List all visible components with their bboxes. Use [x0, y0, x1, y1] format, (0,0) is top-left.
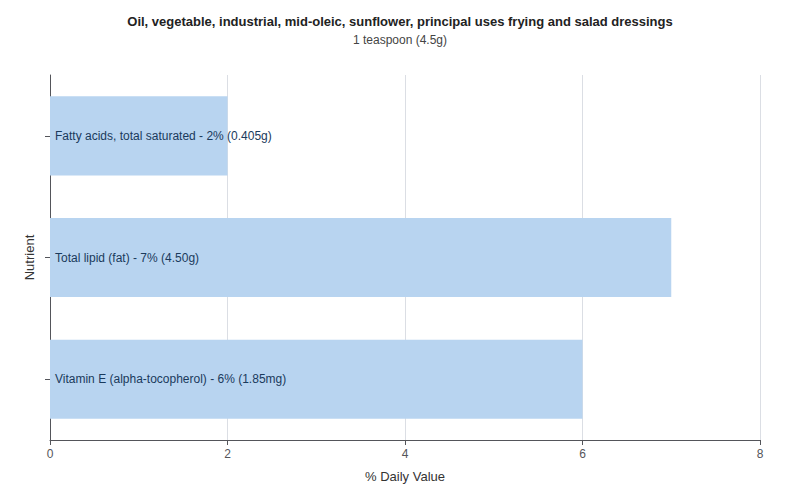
svg-text:4: 4 — [402, 447, 409, 461]
svg-text:2: 2 — [224, 447, 231, 461]
svg-text:8: 8 — [757, 447, 764, 461]
svg-text:Nutrient: Nutrient — [22, 234, 37, 280]
svg-text:1 teaspoon (4.5g): 1 teaspoon (4.5g) — [353, 33, 447, 47]
svg-text:0: 0 — [47, 447, 54, 461]
svg-text:6: 6 — [579, 447, 586, 461]
svg-text:Oil, vegetable, industrial, mi: Oil, vegetable, industrial, mid-oleic, s… — [127, 14, 672, 29]
svg-text:Fatty acids, total saturated -: Fatty acids, total saturated - 2% (0.405… — [55, 129, 272, 143]
svg-text:Vitamin E (alpha-tocopherol) -: Vitamin E (alpha-tocopherol) - 6% (1.85m… — [55, 372, 286, 386]
svg-text:% Daily Value: % Daily Value — [365, 469, 445, 484]
svg-text:Total lipid (fat) - 7% (4.50g): Total lipid (fat) - 7% (4.50g) — [55, 251, 199, 265]
